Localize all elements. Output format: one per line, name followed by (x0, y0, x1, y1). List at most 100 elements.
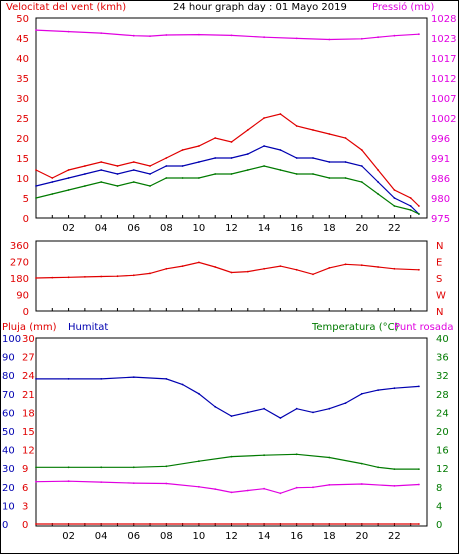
direction-y-tick-label: 180 (10, 274, 29, 285)
humidity-panel-series-blue-point (377, 389, 379, 391)
humidity-y-tick-label: 80 (2, 371, 15, 382)
wind-series-red-point (116, 165, 119, 167)
wind-series-red-point (328, 133, 331, 135)
humidity-panel-series-red-point (35, 523, 37, 525)
wind-series-blue-point (377, 181, 379, 183)
wind-series-blue-point (67, 177, 70, 179)
humidity-panel-series-magenta-point (35, 480, 37, 483)
wind-series-green-point (230, 173, 233, 175)
humidity-panel-series-blue-point (344, 402, 347, 404)
wind-series-magenta-point (149, 35, 151, 37)
x-tick-label: 18 (323, 531, 336, 542)
humidity-y-tick-label: 40 (2, 446, 15, 457)
direction-series-point (230, 271, 233, 274)
direction-series-point (181, 265, 184, 267)
direction-series-point (84, 276, 86, 278)
wind-series-red (35, 113, 420, 207)
wind-series-green-point (84, 185, 86, 187)
pressure-y-tick-label: 991 (431, 154, 450, 165)
wind-series-red-point (181, 149, 184, 151)
wind-series-magenta-point (100, 32, 103, 34)
wind-series-red-point (263, 117, 265, 119)
x-tick-label: 02 (62, 531, 75, 542)
wind-series-blue-point (149, 173, 151, 175)
humidity-panel-series-magenta-point (198, 485, 200, 488)
wind-series-magenta-point (35, 29, 37, 31)
x-tick-label: 06 (127, 223, 140, 234)
wind-series-blue-point (409, 205, 412, 207)
wind-series-red-point (165, 157, 168, 159)
wind-series-green-point (279, 169, 282, 171)
wind-series-red-point (84, 165, 86, 167)
wind-series-green-point (51, 193, 54, 195)
direction-series-point (263, 267, 265, 270)
wind-series-red-point (312, 129, 314, 131)
wind-series-magenta-point (165, 34, 168, 36)
temperature-y-tick-label: 28 (436, 390, 449, 401)
humidity-panel-series-green-point (230, 455, 233, 458)
wind-series-blue-point (360, 165, 363, 167)
humidity-y-tick-label: 30 (2, 464, 15, 475)
wind-series-magenta-point (393, 34, 396, 37)
humidity-panel-series-magenta-point (279, 492, 282, 495)
wind-series-green-point (181, 177, 184, 179)
x-tick-label: 20 (355, 223, 368, 234)
humidity-panel-series-blue-point (214, 405, 217, 408)
humidity-panel-series-blue-point (165, 378, 168, 380)
temperature-y-tick-label: 4 (436, 501, 442, 512)
wind-series-blue-point (344, 161, 347, 163)
humidity-panel-series-green (36, 453, 419, 470)
humidity-panel-series-blue-point (279, 417, 282, 419)
direction-y-tick-label: 0 (23, 307, 29, 318)
humidity-panel-series-green-point (67, 466, 70, 469)
wind-y-tick-label: 5 (23, 194, 29, 205)
wind-y-tick-label: 30 (16, 94, 29, 105)
wind-series-red-point (279, 113, 282, 115)
temperature-y-tick-label: 24 (436, 408, 449, 419)
rain-y-tick-label: 6 (22, 483, 28, 494)
direction-series-point (360, 264, 363, 267)
wind-series-green (35, 165, 420, 215)
wind-y-tick-label: 50 (16, 14, 29, 25)
wind-series-magenta-point (295, 37, 298, 40)
humidity-panel-series-blue-point (312, 411, 314, 414)
humidity-panel-series-red-point (418, 523, 420, 525)
wind-series-red-point (295, 125, 298, 127)
humidity-y-tick-label: 10 (2, 501, 15, 512)
wind-series-green-point (328, 177, 331, 179)
rain-label: Pluja (mm) (2, 322, 57, 333)
wind-speed-label: Velocitat del vent (kmh) (6, 2, 126, 13)
wind-series-blue-point (393, 197, 396, 199)
wind-series-blue-point (279, 149, 282, 151)
wind-panel-ticks: 0510152025303540455097598098699199610021… (16, 14, 456, 234)
wind-y-tick-label: 15 (16, 154, 29, 165)
humidity-y-tick-label: 100 (2, 334, 21, 345)
wind-series-blue-point (165, 165, 168, 167)
pressure-y-tick-label: 1007 (431, 94, 456, 105)
wind-panel-lines (35, 29, 420, 215)
wind-y-tick-label: 0 (23, 214, 29, 225)
direction-series-point (344, 263, 347, 266)
wind-series-green-point (295, 173, 298, 175)
direction-y-tick-label: 90 (16, 291, 29, 302)
wind-y-tick-label: 20 (16, 134, 29, 145)
rain-y-tick-label: 27 (22, 353, 35, 364)
humidity-panel-series-blue (36, 376, 419, 419)
humidity-panel-series-blue-point (132, 376, 135, 378)
wind-series-blue-point (328, 161, 331, 163)
wind-series-green-point (67, 189, 70, 191)
graph-title: 24 hour graph day : 01 Mayo 2019 (173, 2, 347, 13)
humidity-panel-series-magenta-point (295, 486, 298, 489)
wind-series-red-point (246, 129, 249, 131)
humidity-panel-series-green-point (393, 468, 396, 470)
wind-series-magenta-point (230, 34, 233, 37)
humidity-panel-series-green-point (295, 453, 298, 456)
x-tick-label: 16 (290, 531, 303, 542)
humidity-y-tick-label: 60 (2, 408, 15, 419)
humidity-panel-series-blue-point (35, 378, 37, 380)
humidity-panel-series-blue-point (181, 383, 184, 386)
